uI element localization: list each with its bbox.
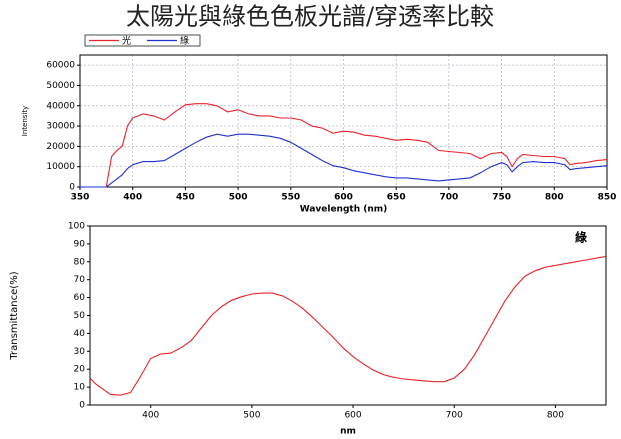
- page-title: 太陽光與綠色色板光譜/穿透率比較: [126, 3, 494, 31]
- plot-frame: [89, 225, 607, 406]
- x-tick-label: 750: [492, 193, 511, 203]
- y-tick-label: 20000: [46, 142, 75, 152]
- annotation: 綠: [575, 230, 588, 245]
- y-axis-label: Transmittance(%): [9, 271, 20, 360]
- y-tick-label: 90: [74, 239, 86, 249]
- y-tick-label: 80: [74, 257, 86, 267]
- y-tick-label: 0: [79, 401, 85, 411]
- y-tick-label: 40000: [46, 101, 75, 111]
- plot-frame: [79, 54, 608, 188]
- legend-box: [84, 34, 201, 47]
- x-tick-label: 400: [142, 411, 159, 421]
- data-line: [89, 255, 607, 396]
- y-tick-label: 10: [74, 383, 86, 393]
- x-axis-label: Wavelength (nm): [300, 205, 388, 215]
- x-tick-label: 600: [344, 411, 361, 421]
- y-tick-label: 100: [68, 222, 85, 232]
- x-tick-label: 500: [243, 411, 260, 421]
- x-tick-label: 850: [598, 193, 617, 203]
- y-tick-label: 20: [74, 365, 86, 375]
- x-tick-label: 800: [545, 193, 564, 203]
- x-tick-label: 650: [387, 193, 406, 203]
- y-tick-label: 40: [74, 329, 86, 339]
- legend-label: 綠: [180, 35, 189, 47]
- x-tick-label: 350: [71, 193, 90, 203]
- y-tick-label: 50: [74, 311, 86, 321]
- x-tick-label: 800: [547, 411, 564, 421]
- x-tick-label: 700: [446, 411, 463, 421]
- y-tick-label: 50000: [46, 81, 75, 91]
- x-tick-label: 500: [229, 193, 248, 203]
- data-line: [80, 103, 608, 188]
- x-tick-label: 700: [440, 193, 459, 203]
- y-axis-label: Intensity: [21, 106, 29, 136]
- y-tick-label: 0: [69, 183, 75, 193]
- y-tick-label: 60: [74, 293, 86, 303]
- x-tick-label: 600: [334, 193, 353, 203]
- x-tick-label: 450: [176, 193, 195, 203]
- legend-label: 光: [122, 35, 131, 47]
- y-tick-label: 60000: [46, 61, 75, 71]
- data-line: [80, 133, 608, 188]
- y-tick-label: 10000: [46, 162, 75, 172]
- x-tick-label: 550: [281, 193, 300, 203]
- y-tick-label: 30000: [46, 122, 75, 132]
- x-axis-label: nm: [340, 427, 356, 437]
- y-tick-label: 70: [74, 275, 86, 285]
- y-tick-label: 30: [74, 347, 86, 357]
- x-tick-label: 400: [123, 193, 142, 203]
